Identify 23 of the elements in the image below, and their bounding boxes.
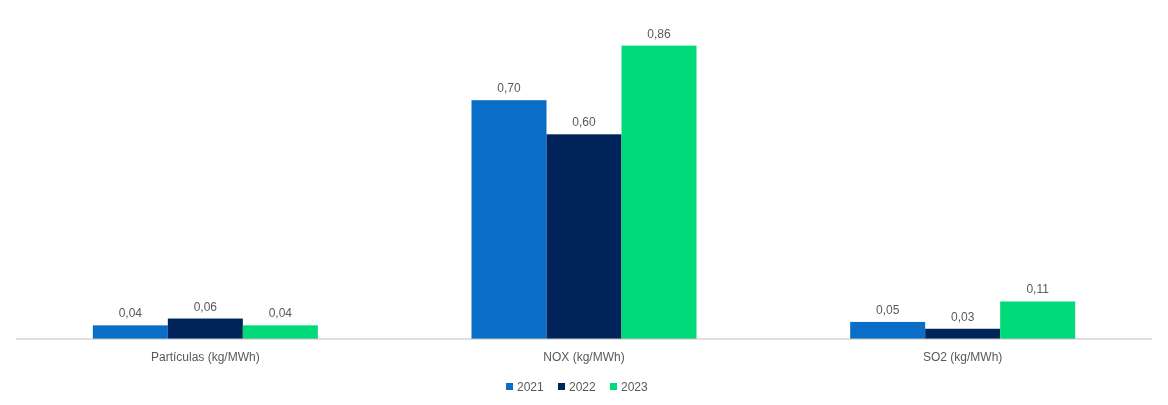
- data-label: 0,60: [572, 115, 596, 130]
- bar: [1000, 301, 1076, 339]
- bar: [167, 318, 243, 339]
- bar: [92, 325, 168, 339]
- data-label: 0,70: [497, 81, 521, 96]
- legend-label: 2022: [569, 380, 597, 394]
- x-tick-label: Partículas (kg/MWh): [150, 350, 260, 364]
- bar: [546, 134, 622, 339]
- data-label: 0,04: [118, 306, 143, 321]
- data-label: 0,03: [950, 309, 975, 324]
- data-label: 0,11: [1026, 282, 1050, 297]
- data-label: 0,86: [647, 26, 671, 41]
- data-label: 0,06: [193, 299, 218, 314]
- bar: [621, 45, 697, 339]
- legend-label: 2023: [621, 380, 649, 394]
- x-tick-label: SO2 (kg/MWh): [922, 350, 1003, 364]
- legend-label: 2021: [517, 380, 545, 394]
- bar: [850, 321, 926, 339]
- data-label: 0,05: [875, 302, 900, 317]
- data-label: 0,04: [268, 306, 293, 321]
- bar: [471, 100, 547, 339]
- x-tick-label: NOX (kg/MWh): [543, 350, 625, 364]
- bar: [242, 325, 318, 339]
